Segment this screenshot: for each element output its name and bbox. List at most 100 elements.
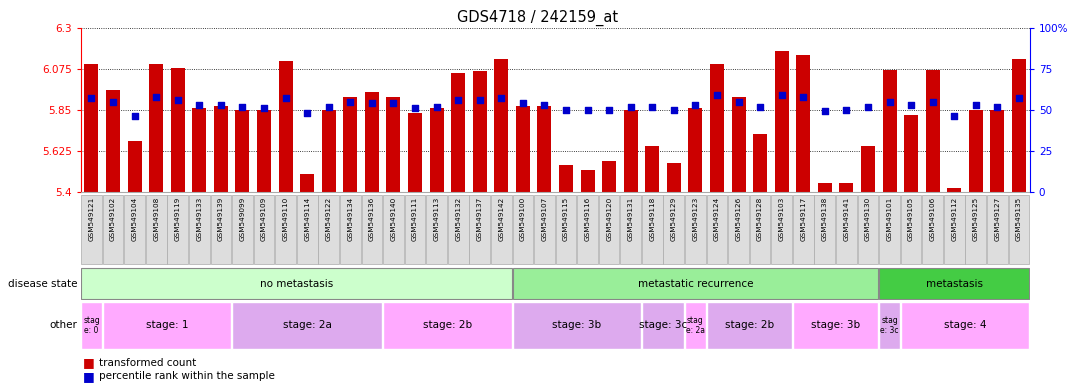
Bar	[340, 195, 360, 264]
Point	[83, 95, 100, 101]
Point	[493, 95, 510, 101]
Bar	[901, 195, 921, 264]
Point	[407, 105, 424, 111]
Bar	[128, 141, 142, 192]
Bar	[365, 91, 379, 192]
Bar	[882, 70, 896, 192]
Bar	[81, 268, 512, 299]
Bar	[664, 195, 684, 264]
Text: ■: ■	[83, 356, 95, 369]
Bar	[469, 195, 490, 264]
Bar	[879, 195, 900, 264]
Bar	[383, 302, 512, 349]
Bar	[689, 108, 703, 192]
Bar	[534, 195, 555, 264]
Point	[881, 99, 898, 105]
Text: stage: 3b: stage: 3b	[811, 320, 860, 331]
Text: stag
e: 0: stag e: 0	[83, 316, 100, 335]
Point	[126, 113, 143, 119]
Bar	[667, 163, 681, 192]
Bar	[1008, 195, 1030, 264]
Point	[385, 100, 402, 106]
Text: GSM549108: GSM549108	[153, 197, 159, 241]
Text: GSM549100: GSM549100	[520, 197, 526, 241]
Bar	[753, 134, 767, 192]
Text: GSM549113: GSM549113	[434, 197, 440, 241]
Bar	[512, 268, 878, 299]
Bar	[707, 302, 792, 349]
Point	[903, 102, 920, 108]
Bar	[642, 195, 663, 264]
Bar	[383, 195, 404, 264]
Text: GSM549141: GSM549141	[844, 197, 849, 241]
Bar	[211, 195, 231, 264]
Bar	[603, 161, 617, 192]
Bar	[968, 110, 982, 192]
Point	[622, 103, 639, 109]
Point	[946, 113, 963, 119]
Text: GDS4718 / 242159_at: GDS4718 / 242159_at	[457, 10, 619, 26]
Bar	[750, 195, 770, 264]
Bar	[732, 97, 746, 192]
Bar	[405, 195, 425, 264]
Point	[773, 92, 790, 98]
Bar	[836, 195, 856, 264]
Point	[579, 107, 596, 113]
Bar	[472, 71, 486, 192]
Bar	[81, 302, 102, 349]
Polygon shape	[81, 310, 89, 341]
Bar	[275, 195, 296, 264]
Bar	[193, 108, 207, 192]
Bar	[512, 195, 534, 264]
Text: GSM549102: GSM549102	[110, 197, 116, 241]
Text: GSM549135: GSM549135	[1016, 197, 1022, 241]
Bar	[85, 64, 99, 192]
Text: GSM549123: GSM549123	[693, 197, 698, 241]
Bar	[279, 61, 293, 192]
Bar	[150, 64, 164, 192]
Text: GSM549118: GSM549118	[649, 197, 655, 241]
Point	[536, 102, 553, 108]
Point	[212, 102, 229, 108]
Bar	[318, 195, 339, 264]
Bar	[990, 110, 1004, 192]
Text: GSM549104: GSM549104	[131, 197, 138, 241]
Text: stage: 2b: stage: 2b	[423, 320, 472, 331]
Point	[795, 94, 812, 100]
Polygon shape	[81, 273, 89, 294]
Bar	[189, 195, 210, 264]
Text: GSM549112: GSM549112	[951, 197, 958, 241]
Text: GSM549121: GSM549121	[88, 197, 95, 241]
Bar	[771, 195, 792, 264]
Bar	[965, 195, 987, 264]
Point	[860, 103, 877, 109]
Bar	[621, 195, 641, 264]
Text: GSM549128: GSM549128	[758, 197, 763, 241]
Bar	[796, 55, 810, 192]
Point	[321, 103, 338, 109]
Bar	[362, 195, 382, 264]
Text: no metastasis: no metastasis	[259, 278, 332, 289]
Bar	[839, 183, 853, 192]
Point	[428, 103, 445, 109]
Bar	[685, 195, 706, 264]
Bar	[818, 183, 832, 192]
Text: GSM549132: GSM549132	[455, 197, 462, 241]
Bar	[901, 302, 1030, 349]
Text: ■: ■	[83, 370, 95, 383]
Bar	[494, 59, 508, 192]
Point	[643, 103, 661, 109]
Bar	[879, 268, 1030, 299]
Bar	[861, 146, 875, 192]
Bar	[987, 195, 1008, 264]
Bar	[81, 195, 102, 264]
Bar	[236, 110, 250, 192]
Bar	[710, 64, 724, 192]
Text: GSM549111: GSM549111	[412, 197, 417, 241]
Point	[686, 102, 704, 108]
Point	[255, 105, 272, 111]
Bar	[451, 73, 465, 192]
Bar	[257, 110, 271, 192]
Bar	[232, 302, 382, 349]
Bar	[343, 97, 357, 192]
